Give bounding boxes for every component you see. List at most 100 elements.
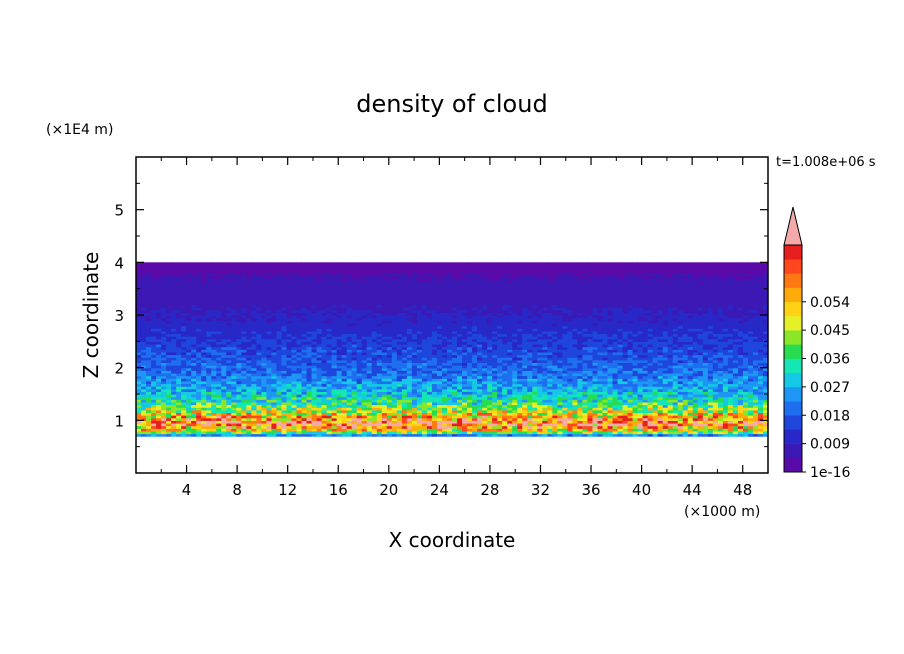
cloud-cell (527, 362, 533, 366)
cloud-cell (396, 370, 403, 374)
cloud-cell (356, 367, 363, 371)
cloud-cell (727, 430, 734, 435)
cloud-cell (226, 433, 232, 437)
cloud-cell (196, 372, 202, 377)
cloud-cell (547, 336, 553, 340)
cloud-cell (296, 341, 303, 345)
cloud-cell (662, 333, 669, 337)
cloud-cell (717, 341, 724, 345)
cloud-cell (421, 417, 428, 421)
cloud-cell (446, 409, 453, 414)
cloud-cell (567, 433, 573, 437)
cloud-cell (151, 359, 157, 363)
cloud-cell (156, 357, 162, 361)
cloud-cell (346, 420, 353, 424)
cloud-cell (331, 412, 338, 416)
cloud-cell (497, 330, 503, 335)
cloud-cell (552, 343, 558, 348)
cloud-cell (206, 428, 212, 432)
cloud-cell (567, 359, 573, 363)
cloud-cell (381, 380, 388, 385)
cloud-cell (457, 346, 463, 350)
cloud-cell (682, 365, 689, 369)
cloud-cell (446, 378, 453, 382)
cloud-cell (171, 407, 177, 411)
cloud-cell (507, 383, 513, 387)
cloud-cell (321, 357, 328, 361)
cloud-cell (156, 341, 162, 345)
cloud-cell (396, 378, 403, 382)
cloud-cell (396, 425, 403, 429)
cloud-cell (356, 346, 363, 350)
cloud-cell (316, 330, 323, 335)
cloud-cell (151, 386, 157, 390)
cloud-cell (336, 354, 343, 358)
cloud-cell (637, 399, 644, 403)
cloud-cell (166, 375, 172, 379)
cloud-cell (321, 383, 328, 387)
cloud-cell (707, 391, 714, 395)
cloud-cell (261, 351, 268, 356)
cloud-cell (607, 425, 614, 429)
cloud-cell (527, 378, 533, 382)
cloud-cell (221, 415, 227, 419)
cloud-cell (557, 415, 563, 419)
cloud-cell (487, 370, 493, 374)
cloud-cell (351, 417, 358, 421)
cloud-cell (652, 359, 659, 363)
cloud-cell (617, 386, 624, 390)
cloud-cell (161, 433, 167, 437)
cloud-cell (396, 399, 403, 403)
cloud-cell (607, 367, 614, 371)
cloud-cell (361, 388, 368, 392)
cloud-cell (542, 433, 548, 437)
cloud-cell (436, 362, 443, 366)
cloud-cell (266, 425, 273, 429)
cloud-cell (517, 330, 523, 335)
cloud-cell (552, 367, 558, 371)
cloud-cell (301, 430, 308, 435)
cloud-cell (201, 412, 207, 416)
cloud-cell (502, 359, 508, 363)
cloud-cell (472, 401, 478, 406)
cloud-cell (401, 428, 408, 432)
cloud-cell (687, 428, 694, 432)
cloud-cell (391, 399, 398, 403)
cloud-cell (452, 338, 458, 342)
cloud-cell (266, 388, 273, 392)
cloud-cell (211, 341, 217, 345)
cloud-cell (577, 428, 584, 432)
cloud-cell (156, 372, 162, 377)
cloud-cell (151, 372, 157, 377)
cloud-cell (572, 396, 578, 400)
cloud-cell (376, 433, 383, 437)
cloud-cell (446, 391, 453, 395)
cloud-cell (391, 362, 398, 366)
cloud-cell (216, 428, 222, 432)
cloud-cell (246, 338, 252, 342)
cloud-cell (436, 386, 443, 390)
cloud-cell (316, 359, 323, 363)
cloud-cell (517, 378, 523, 382)
cloud-cell (146, 365, 152, 369)
cloud-cell (411, 357, 418, 361)
cloud-cell (452, 341, 458, 345)
cloud-cell (191, 351, 197, 356)
cloud-cell (236, 341, 242, 345)
cloud-cell (261, 362, 268, 366)
cloud-cell (727, 425, 734, 429)
cloud-cell (757, 422, 764, 427)
cloud-cell (757, 394, 764, 398)
cloud-cell (211, 412, 217, 416)
cloud-cell (191, 380, 197, 385)
cloud-cell (191, 336, 197, 340)
cloud-cell (467, 386, 473, 390)
cloud-cell (552, 351, 558, 356)
cloud-cell (527, 338, 533, 342)
cloud-cell (497, 404, 503, 408)
cloud-cell (301, 333, 308, 337)
cloud-cell (241, 425, 247, 429)
cloud-cell (657, 378, 664, 382)
cloud-cell (236, 372, 242, 377)
cloud-cell (637, 346, 644, 350)
